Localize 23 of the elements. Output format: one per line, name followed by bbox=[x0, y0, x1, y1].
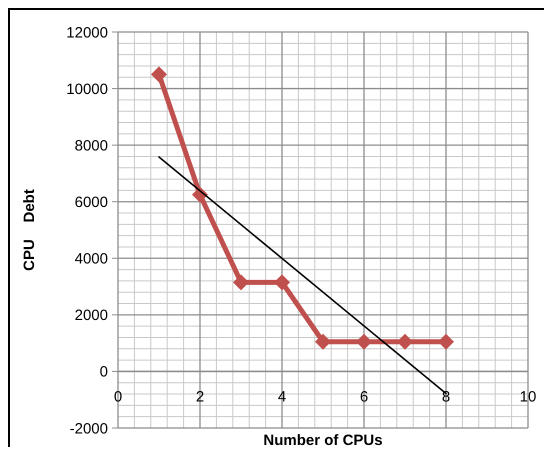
x-tick-label: 2 bbox=[196, 388, 204, 406]
x-tick-label: 8 bbox=[442, 388, 450, 406]
point bbox=[274, 274, 290, 290]
y-tick-label: 8000 bbox=[74, 137, 108, 154]
y-tick-label: 6000 bbox=[74, 194, 108, 211]
y-tick-label: 4000 bbox=[74, 250, 108, 268]
point bbox=[356, 334, 372, 350]
y-tick-label: -2000 bbox=[70, 420, 108, 438]
x-axis-title: Number of CPUs bbox=[263, 432, 383, 449]
y-tick-label: 12000 bbox=[66, 24, 108, 42]
point bbox=[233, 274, 249, 290]
point bbox=[315, 334, 331, 350]
y-tick-label: 0 bbox=[100, 364, 108, 381]
point bbox=[397, 334, 413, 350]
x-tick-label: 10 bbox=[520, 388, 536, 406]
point bbox=[151, 66, 167, 82]
point bbox=[438, 334, 454, 350]
x-tick-label: 6 bbox=[360, 388, 368, 406]
y-tick-label: 2000 bbox=[74, 307, 108, 324]
x-tick-label: 0 bbox=[114, 388, 122, 406]
y-axis-title: CPU Debt bbox=[21, 189, 38, 271]
y-tick-label: 10000 bbox=[66, 80, 108, 98]
x-tick-label: 4 bbox=[278, 388, 286, 406]
